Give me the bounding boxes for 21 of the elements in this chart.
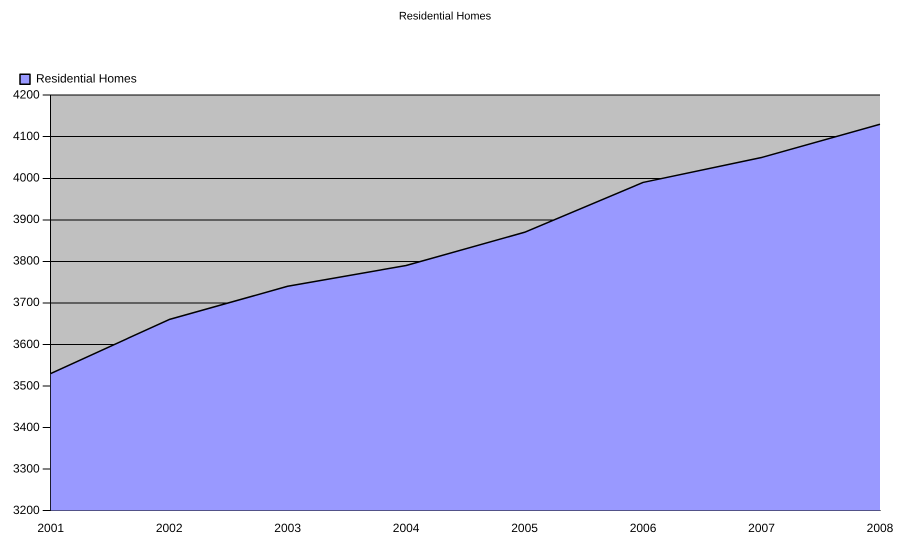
y-tick-label: 4200	[12, 88, 40, 102]
y-tick-label: 3200	[12, 502, 40, 517]
y-tick-label: 3500	[12, 378, 40, 392]
x-tick-label: 2002	[156, 521, 183, 536]
x-tick-label: 2004	[392, 521, 420, 536]
legend-label: Residential Homes	[36, 72, 137, 86]
y-tick-label: 3800	[12, 254, 40, 268]
x-tick-label: 2003	[274, 521, 302, 536]
y-tick-label: 3700	[12, 295, 40, 310]
y-tick-label: 4100	[12, 129, 40, 144]
y-tick-label: 3300	[12, 461, 40, 476]
x-tick-label: 2008	[866, 521, 894, 536]
x-tick-label: 2001	[37, 521, 64, 536]
x-tick-label: 2006	[630, 521, 657, 536]
chart-title: Residential Homes	[398, 10, 492, 23]
y-tick-label: 3600	[12, 336, 40, 351]
y-tick-label: 3900	[12, 212, 40, 226]
x-tick-label: 2007	[748, 521, 776, 536]
y-tick-label: 3400	[12, 420, 40, 434]
y-tick-label: 4000	[12, 170, 40, 185]
x-tick-label: 2005	[511, 521, 538, 536]
